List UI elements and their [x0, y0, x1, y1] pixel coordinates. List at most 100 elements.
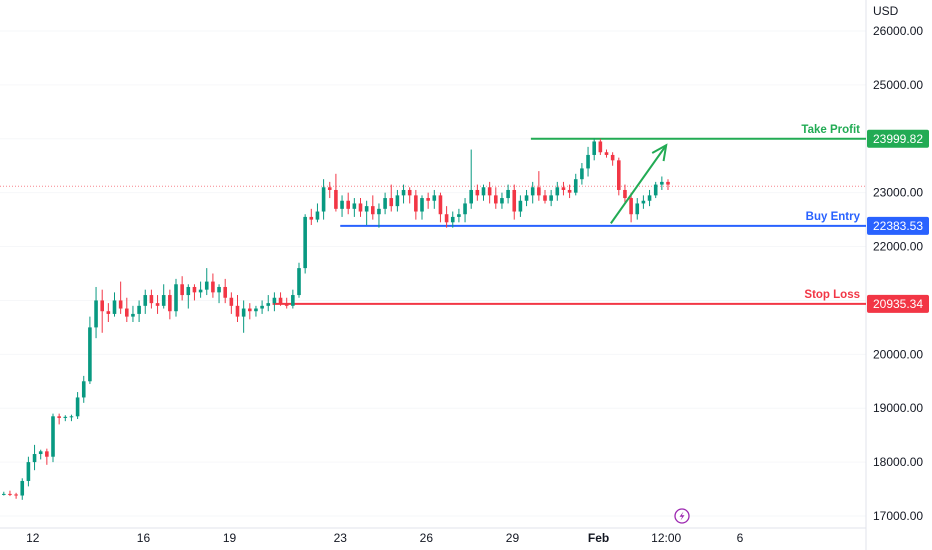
candle-body[interactable] — [106, 311, 111, 314]
candle-body[interactable] — [174, 284, 178, 312]
candle-body[interactable] — [155, 303, 160, 306]
candle-body[interactable] — [69, 416, 74, 418]
candle-body[interactable] — [186, 286, 191, 296]
candle-body[interactable] — [204, 281, 209, 290]
candle-body[interactable] — [629, 198, 633, 215]
candle-body[interactable] — [592, 141, 596, 155]
candle-body[interactable] — [364, 206, 369, 212]
candle-body[interactable] — [475, 189, 480, 196]
candle-body[interactable] — [481, 187, 486, 196]
candle-body[interactable] — [284, 303, 289, 306]
projection-arrow[interactable] — [610, 143, 668, 224]
candle-body[interactable] — [291, 295, 295, 306]
candle-body[interactable] — [358, 203, 363, 212]
candle-body[interactable] — [500, 198, 504, 204]
candle-body[interactable] — [383, 198, 387, 209]
candle-body[interactable] — [660, 181, 664, 185]
candle-body[interactable] — [395, 195, 400, 207]
candle-body[interactable] — [75, 397, 80, 417]
candle-body[interactable] — [235, 305, 240, 317]
candle-body[interactable] — [180, 284, 184, 296]
candle-body[interactable] — [321, 187, 326, 212]
candle-body[interactable] — [549, 195, 553, 201]
trade-levels[interactable]: Take Profit Buy Entry Stop Loss — [272, 124, 866, 305]
candle-body[interactable] — [377, 208, 381, 215]
candle-body[interactable] — [512, 189, 517, 212]
candle-body[interactable] — [389, 198, 394, 207]
candle-body[interactable] — [248, 308, 252, 312]
candle-body[interactable] — [278, 297, 283, 304]
candle-body[interactable] — [161, 295, 166, 306]
candle-body[interactable] — [524, 195, 529, 201]
candle-body[interactable] — [45, 451, 49, 457]
candle-body[interactable] — [32, 454, 37, 463]
candle-body[interactable] — [297, 268, 301, 296]
candle-body[interactable] — [229, 297, 234, 306]
candle-body[interactable] — [125, 308, 129, 317]
candle-body[interactable] — [432, 195, 437, 201]
candle-body[interactable] — [518, 200, 523, 212]
candle-body[interactable] — [100, 300, 104, 312]
candle-body[interactable] — [371, 206, 375, 215]
candle-body[interactable] — [168, 295, 172, 312]
candle-body[interactable] — [38, 451, 43, 455]
candle-body[interactable] — [88, 327, 92, 382]
candle-body[interactable] — [561, 187, 566, 190]
candle-body[interactable] — [647, 195, 652, 201]
candle-body[interactable] — [555, 187, 560, 196]
candle-body[interactable] — [573, 179, 578, 193]
candle-body[interactable] — [254, 308, 258, 312]
candle-body[interactable] — [94, 300, 98, 328]
time-axis[interactable]: 12 16 19 23 26 29 Feb 12:00 6 — [26, 531, 744, 545]
candle-body[interactable] — [241, 308, 246, 317]
candle-body[interactable] — [641, 200, 646, 204]
candle-body[interactable] — [327, 187, 332, 190]
candle-body[interactable] — [20, 480, 25, 496]
candle-body[interactable] — [63, 416, 68, 418]
flash-icon[interactable] — [674, 508, 690, 524]
candle-body[interactable] — [131, 313, 135, 317]
candle-body[interactable] — [198, 289, 203, 293]
candle-body[interactable] — [586, 154, 590, 169]
candle-body[interactable] — [450, 216, 455, 223]
candle-body[interactable] — [487, 187, 492, 196]
candle-body[interactable] — [598, 141, 603, 153]
candle-body[interactable] — [469, 189, 473, 204]
candle-body[interactable] — [537, 187, 541, 196]
candle-body[interactable] — [118, 300, 123, 309]
candle-body[interactable] — [604, 152, 609, 155]
candle-body[interactable] — [149, 295, 154, 304]
candle-body[interactable] — [14, 494, 18, 496]
candle-body[interactable] — [617, 160, 621, 190]
candle-body[interactable] — [438, 195, 443, 215]
candle-body[interactable] — [26, 462, 31, 481]
candle-body[interactable] — [543, 195, 547, 201]
candle-body[interactable] — [352, 203, 357, 209]
candle-body[interactable] — [334, 189, 338, 209]
candle-body[interactable] — [494, 195, 498, 204]
candle-body[interactable] — [666, 181, 670, 185]
candle-body[interactable] — [211, 281, 215, 293]
candle-body[interactable] — [143, 295, 148, 306]
candle-body[interactable] — [407, 189, 412, 196]
candle-body[interactable] — [506, 189, 510, 199]
candle-body[interactable] — [260, 305, 264, 309]
candle-body[interactable] — [217, 286, 221, 293]
candle-body[interactable] — [57, 416, 61, 418]
candle-body[interactable] — [2, 493, 6, 495]
candle-body[interactable] — [426, 198, 430, 201]
candle-body[interactable] — [112, 300, 117, 314]
candle-body[interactable] — [303, 216, 307, 269]
candle-body[interactable] — [530, 187, 535, 196]
candle-body[interactable] — [580, 168, 584, 180]
candle-body[interactable] — [414, 195, 418, 212]
candle-body[interactable] — [457, 214, 461, 217]
candle-body[interactable] — [272, 297, 277, 304]
candle-body[interactable] — [653, 184, 658, 196]
candle-body[interactable] — [315, 211, 320, 220]
candle-body[interactable] — [610, 154, 615, 161]
candle-body[interactable] — [444, 214, 449, 223]
candle-body[interactable] — [309, 216, 314, 220]
candle-body[interactable] — [401, 189, 406, 196]
